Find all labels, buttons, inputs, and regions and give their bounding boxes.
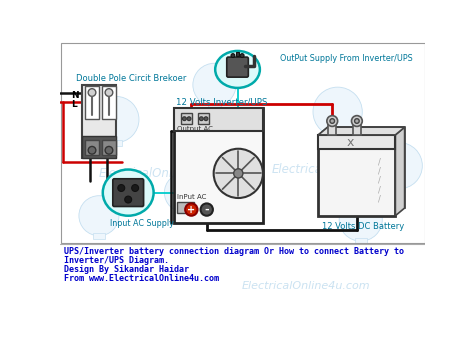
Bar: [319, 135, 395, 149]
Ellipse shape: [215, 51, 260, 88]
FancyBboxPatch shape: [227, 57, 248, 77]
Bar: [328, 127, 405, 208]
Bar: [82, 85, 116, 158]
Bar: [102, 86, 116, 119]
Text: /: /: [378, 194, 381, 203]
Circle shape: [164, 173, 203, 212]
Text: 12 Volts Inverter/UPS: 12 Volts Inverter/UPS: [176, 98, 267, 107]
Bar: [198, 113, 209, 124]
Circle shape: [231, 54, 235, 57]
Bar: [109, 139, 122, 145]
Circle shape: [313, 87, 362, 136]
Bar: [174, 108, 263, 131]
Circle shape: [376, 143, 422, 189]
Text: ElectricalO: ElectricalO: [272, 163, 336, 176]
FancyBboxPatch shape: [113, 179, 144, 206]
Circle shape: [105, 147, 113, 154]
Circle shape: [132, 184, 138, 192]
Text: UPS/Inverter battery connection diagram Or How to connect Battery to: UPS/Inverter battery connection diagram …: [64, 246, 404, 256]
Text: /: /: [378, 185, 381, 194]
Circle shape: [125, 196, 132, 203]
Bar: [236, 52, 239, 56]
Circle shape: [330, 119, 335, 123]
Bar: [93, 233, 105, 239]
Bar: [331, 133, 344, 139]
Bar: [353, 121, 361, 135]
Circle shape: [327, 116, 337, 126]
Polygon shape: [319, 127, 405, 135]
Text: Double Pole Circit Brekoer: Double Pole Circit Brekoer: [76, 74, 186, 83]
Bar: [177, 202, 194, 213]
Circle shape: [105, 89, 113, 96]
Text: /: /: [378, 176, 381, 185]
Polygon shape: [319, 127, 405, 135]
Circle shape: [339, 198, 383, 241]
Text: From www.ElectricalOnline4u.com: From www.ElectricalOnline4u.com: [64, 274, 219, 283]
Circle shape: [182, 117, 186, 121]
Circle shape: [118, 184, 125, 192]
Circle shape: [214, 149, 263, 198]
Text: OutPut Supply From Inverter/UPS: OutPut Supply From Inverter/UPS: [280, 54, 413, 63]
Text: x: x: [347, 136, 355, 149]
Circle shape: [355, 119, 359, 123]
Circle shape: [79, 196, 119, 236]
Text: Design By Sikandar Haidar: Design By Sikandar Haidar: [64, 265, 189, 274]
Bar: [355, 238, 367, 244]
Bar: [208, 103, 220, 109]
Circle shape: [240, 54, 244, 57]
Bar: [82, 136, 116, 158]
Text: Input AC Supply: Input AC Supply: [109, 219, 173, 228]
Text: InPut AC: InPut AC: [177, 194, 207, 200]
Text: -: -: [204, 205, 209, 215]
Text: Inverter/UPS Diagram.: Inverter/UPS Diagram.: [64, 256, 169, 265]
Text: ElectricalOnline4u: ElectricalOnline4u: [99, 167, 206, 180]
Bar: [328, 121, 336, 135]
Circle shape: [187, 117, 191, 121]
Bar: [85, 86, 99, 119]
Bar: [61, 43, 425, 244]
Circle shape: [93, 96, 139, 143]
Bar: [393, 186, 405, 192]
Circle shape: [88, 147, 96, 154]
Bar: [85, 139, 99, 155]
Polygon shape: [395, 127, 405, 216]
Text: N: N: [71, 91, 79, 100]
Text: /: /: [378, 167, 381, 176]
Circle shape: [185, 204, 198, 216]
Circle shape: [200, 117, 203, 121]
Circle shape: [201, 204, 213, 216]
Circle shape: [234, 169, 243, 178]
Text: ElectricalOnline4u.com: ElectricalOnline4u.com: [241, 281, 370, 291]
Circle shape: [193, 63, 236, 107]
Text: /: /: [378, 157, 381, 166]
Ellipse shape: [103, 170, 154, 216]
Text: Output AC: Output AC: [177, 126, 213, 132]
Bar: [174, 108, 263, 223]
Bar: [182, 113, 192, 124]
Bar: [177, 209, 190, 215]
Circle shape: [204, 117, 208, 121]
Text: L: L: [71, 100, 77, 109]
Bar: [102, 139, 116, 155]
Circle shape: [88, 89, 96, 96]
Circle shape: [352, 116, 362, 126]
Text: +: +: [187, 205, 195, 215]
Text: 12 Volts DC Battery: 12 Volts DC Battery: [322, 222, 404, 231]
Bar: [319, 135, 395, 216]
